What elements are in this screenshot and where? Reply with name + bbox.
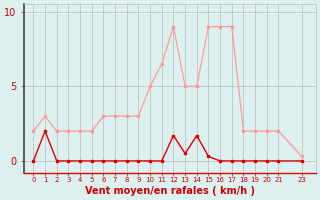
X-axis label: Vent moyen/en rafales ( km/h ): Vent moyen/en rafales ( km/h ) xyxy=(85,186,255,196)
